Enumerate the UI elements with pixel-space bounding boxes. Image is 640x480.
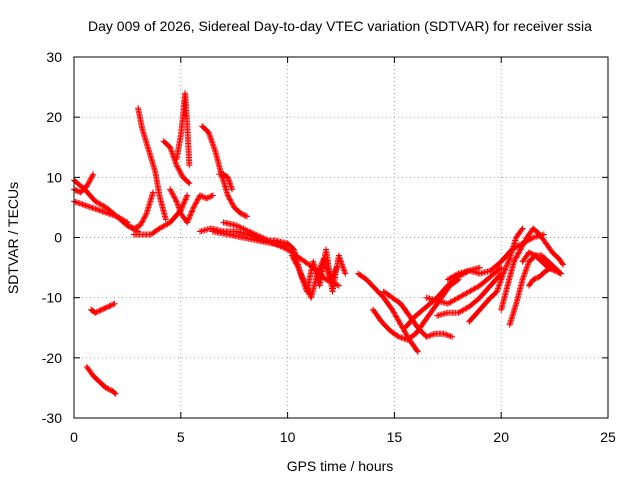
series-arc-ad <box>526 264 556 289</box>
y-tick-label: 30 <box>46 49 62 65</box>
series-arc-x <box>434 270 505 319</box>
data-marks <box>71 90 567 397</box>
y-tick-label: 10 <box>46 169 62 185</box>
series-markers <box>88 300 118 316</box>
y-tick-label: -10 <box>42 290 62 306</box>
series-arc-j <box>173 90 193 169</box>
series-arc-s <box>355 270 421 355</box>
y-tick-label: 0 <box>54 230 62 246</box>
series-arc-g <box>135 105 169 223</box>
series-arc-k <box>167 186 216 226</box>
series-markers <box>466 225 526 325</box>
series-markers <box>423 264 505 307</box>
series-markers <box>167 186 216 226</box>
series-markers <box>118 189 156 232</box>
chart-title: Day 009 of 2026, Sidereal Day-to-day VTE… <box>88 18 592 34</box>
series-markers <box>355 270 421 355</box>
series-markers <box>83 363 119 397</box>
axis-ticks: 0 5 10 15 20 25 -30 -20 -10 0 10 20 30 <box>42 49 616 445</box>
y-axis-label: SDTVAR / TECUs <box>5 182 21 294</box>
series-markers <box>160 138 193 187</box>
series-arc-aa <box>498 225 567 313</box>
x-axis-label: GPS time / hours <box>287 458 394 474</box>
series-arc-m <box>216 171 236 193</box>
x-tick-label: 5 <box>177 429 185 445</box>
series-markers <box>434 270 505 319</box>
series-markers <box>199 123 250 220</box>
y-tick-label: 20 <box>46 109 62 125</box>
x-tick-label: 15 <box>387 429 403 445</box>
series-markers <box>288 252 340 301</box>
x-tick-label: 20 <box>493 429 509 445</box>
series-markers <box>526 264 556 289</box>
x-tick-label: 10 <box>280 429 296 445</box>
x-tick-label: 0 <box>70 429 78 445</box>
y-tick-label: -30 <box>42 410 62 426</box>
series-markers <box>216 171 236 193</box>
y-tick-label: -20 <box>42 350 62 366</box>
series-arc-f <box>118 189 156 232</box>
series-arc-z <box>466 225 526 325</box>
series-markers <box>498 225 567 313</box>
series-arc-i <box>160 138 193 187</box>
series-markers <box>135 105 169 223</box>
x-tick-label: 25 <box>600 429 616 445</box>
series-arc-w <box>423 264 505 307</box>
series-markers <box>173 90 193 169</box>
series-arc-ac <box>519 249 564 277</box>
series-arc-d <box>88 300 118 316</box>
series-arc-l <box>199 123 250 220</box>
series-arc-e <box>83 363 119 397</box>
series-arc-r <box>288 252 340 301</box>
